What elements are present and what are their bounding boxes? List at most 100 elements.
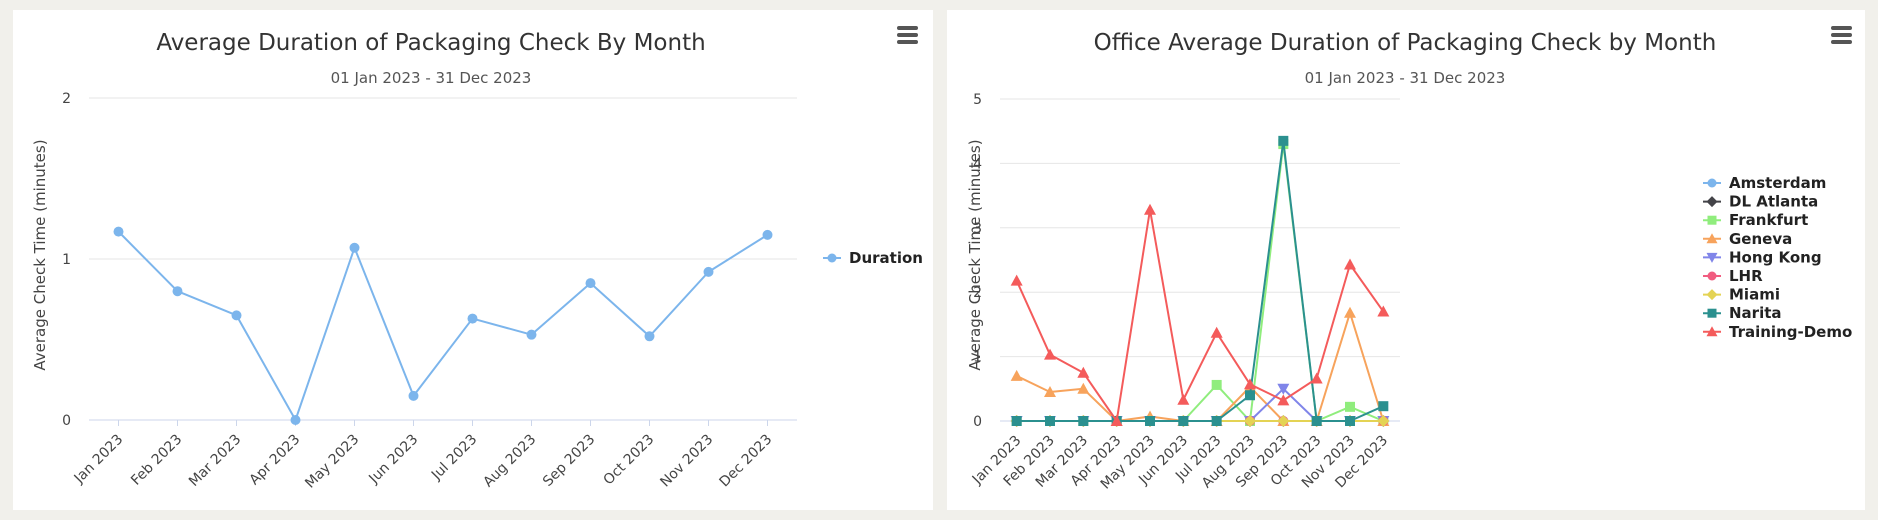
legend-marker: [1707, 178, 1717, 188]
y-tick-label: 1: [973, 350, 982, 366]
data-point: [1345, 401, 1355, 412]
data-point: [1011, 416, 1022, 426]
legend-item: Miami: [1703, 286, 1780, 304]
x-tick-label: Dec 2023: [717, 432, 776, 491]
legend-marker: [1707, 215, 1717, 225]
legend-item: Amsterdam: [1703, 174, 1826, 192]
legend-label: Narita: [1729, 304, 1782, 322]
x-tick-label: Oct 2023: [601, 432, 658, 489]
x-tick-label: May 2023: [302, 432, 362, 492]
chart-menu-icon[interactable]: [1827, 24, 1857, 48]
series-narita: [1011, 135, 1389, 426]
legend-marker: [1706, 252, 1718, 263]
legend: Duration: [823, 249, 923, 267]
data-point: [1278, 135, 1289, 146]
data-point: [1211, 379, 1222, 390]
series-training-demo: [1010, 203, 1390, 426]
series-line: [1015, 208, 1385, 422]
x-tick-label: Apr 2023: [247, 432, 304, 489]
legend-marker: [1706, 233, 1718, 244]
data-point: [762, 229, 773, 240]
data-point: [1277, 415, 1290, 427]
data-point: [1144, 203, 1156, 215]
data-point: [1044, 386, 1056, 398]
x-tick-label: Sep 2023: [540, 432, 598, 490]
legend-label: Geneva: [1729, 230, 1792, 248]
data-point: [1077, 366, 1090, 378]
data-point: [231, 310, 242, 321]
data-point: [172, 286, 183, 297]
data-point: [113, 226, 124, 237]
data-point: [1344, 306, 1356, 318]
series-frankfurt: [1011, 139, 1389, 426]
legend-marker: [1707, 308, 1717, 318]
data-point: [1177, 393, 1190, 405]
data-point: [1310, 372, 1323, 384]
office-duration-chart-panel: Office Average Duration of Packaging Che…: [947, 10, 1865, 510]
chart-title: Average Duration of Packaging Check By M…: [156, 30, 705, 56]
legend-item: Training-Demo: [1703, 323, 1852, 341]
data-point: [1345, 416, 1355, 426]
legend-marker: [1706, 289, 1718, 301]
grid-lines: 0 1 2 3 4 5: [973, 92, 1400, 430]
x-tick-label: Jul 2023: [428, 432, 480, 484]
data-point: [290, 415, 301, 425]
data-point: [1211, 416, 1222, 426]
data-point: [526, 329, 537, 340]
data-point: [467, 313, 478, 324]
legend-item: DL Atlanta: [1703, 193, 1818, 211]
y-axis-title: Average Check Time (minutes): [966, 139, 984, 370]
data-point: [644, 331, 655, 342]
data-point: [1010, 274, 1023, 286]
legend-label: DL Atlanta: [1729, 193, 1818, 211]
x-tick-label: Mar 2023: [186, 432, 244, 490]
x-tick-label: Nov 2023: [657, 432, 716, 491]
y-axis-title: Average Check Time (minutes): [31, 139, 49, 370]
data-point: [1244, 378, 1256, 390]
chart-title: Office Average Duration of Packaging Che…: [1094, 30, 1717, 56]
data-point: [1044, 348, 1056, 360]
legend-label: LHR: [1729, 267, 1763, 285]
data-point: [1110, 415, 1123, 426]
y-tick-label: 4: [973, 156, 982, 172]
legend-marker: [1707, 271, 1717, 281]
legend-label: Miami: [1729, 286, 1780, 304]
legend-item: Narita: [1703, 304, 1782, 322]
data-point: [1377, 305, 1390, 317]
legend-item: Frankfurt: [1703, 211, 1808, 229]
duration-chart: Average Duration of Packaging Check By M…: [31, 30, 923, 492]
data-point: [349, 242, 360, 253]
x-tick-label: Feb 2023: [128, 432, 185, 489]
data-point: [585, 278, 596, 289]
data-point: [1077, 382, 1090, 394]
y-tick-label: 2: [62, 91, 71, 107]
data-point: [1045, 416, 1055, 426]
legend-item: Hong Kong: [1703, 248, 1822, 266]
y-tick-label: 3: [973, 221, 982, 237]
legend-item: Duration: [823, 249, 923, 267]
chart-subtitle: 01 Jan 2023 - 31 Dec 2023: [331, 69, 532, 87]
legend-marker: [827, 253, 837, 263]
series-duration: [113, 226, 773, 425]
data-point: [1178, 416, 1189, 426]
series-line: [1016, 139, 1384, 422]
office-duration-chart: Office Average Duration of Packaging Che…: [966, 30, 1852, 493]
chart-menu-icon[interactable]: [893, 24, 923, 48]
data-point: [1078, 416, 1089, 426]
data-point: [1277, 383, 1290, 395]
data-point: [1210, 326, 1223, 338]
y-tick-label: 0: [62, 413, 71, 429]
data-point: [1277, 394, 1290, 406]
data-point: [1245, 390, 1255, 401]
legend-label: Frankfurt: [1729, 211, 1808, 229]
series-line: [117, 230, 769, 421]
legend-label: Amsterdam: [1729, 174, 1826, 192]
legend-marker: [1706, 326, 1718, 337]
data-point: [1377, 415, 1390, 427]
data-point: [1344, 258, 1356, 270]
data-point: [1010, 369, 1023, 381]
grid-lines: 0 1 2: [62, 91, 797, 429]
data-point: [1244, 415, 1256, 427]
